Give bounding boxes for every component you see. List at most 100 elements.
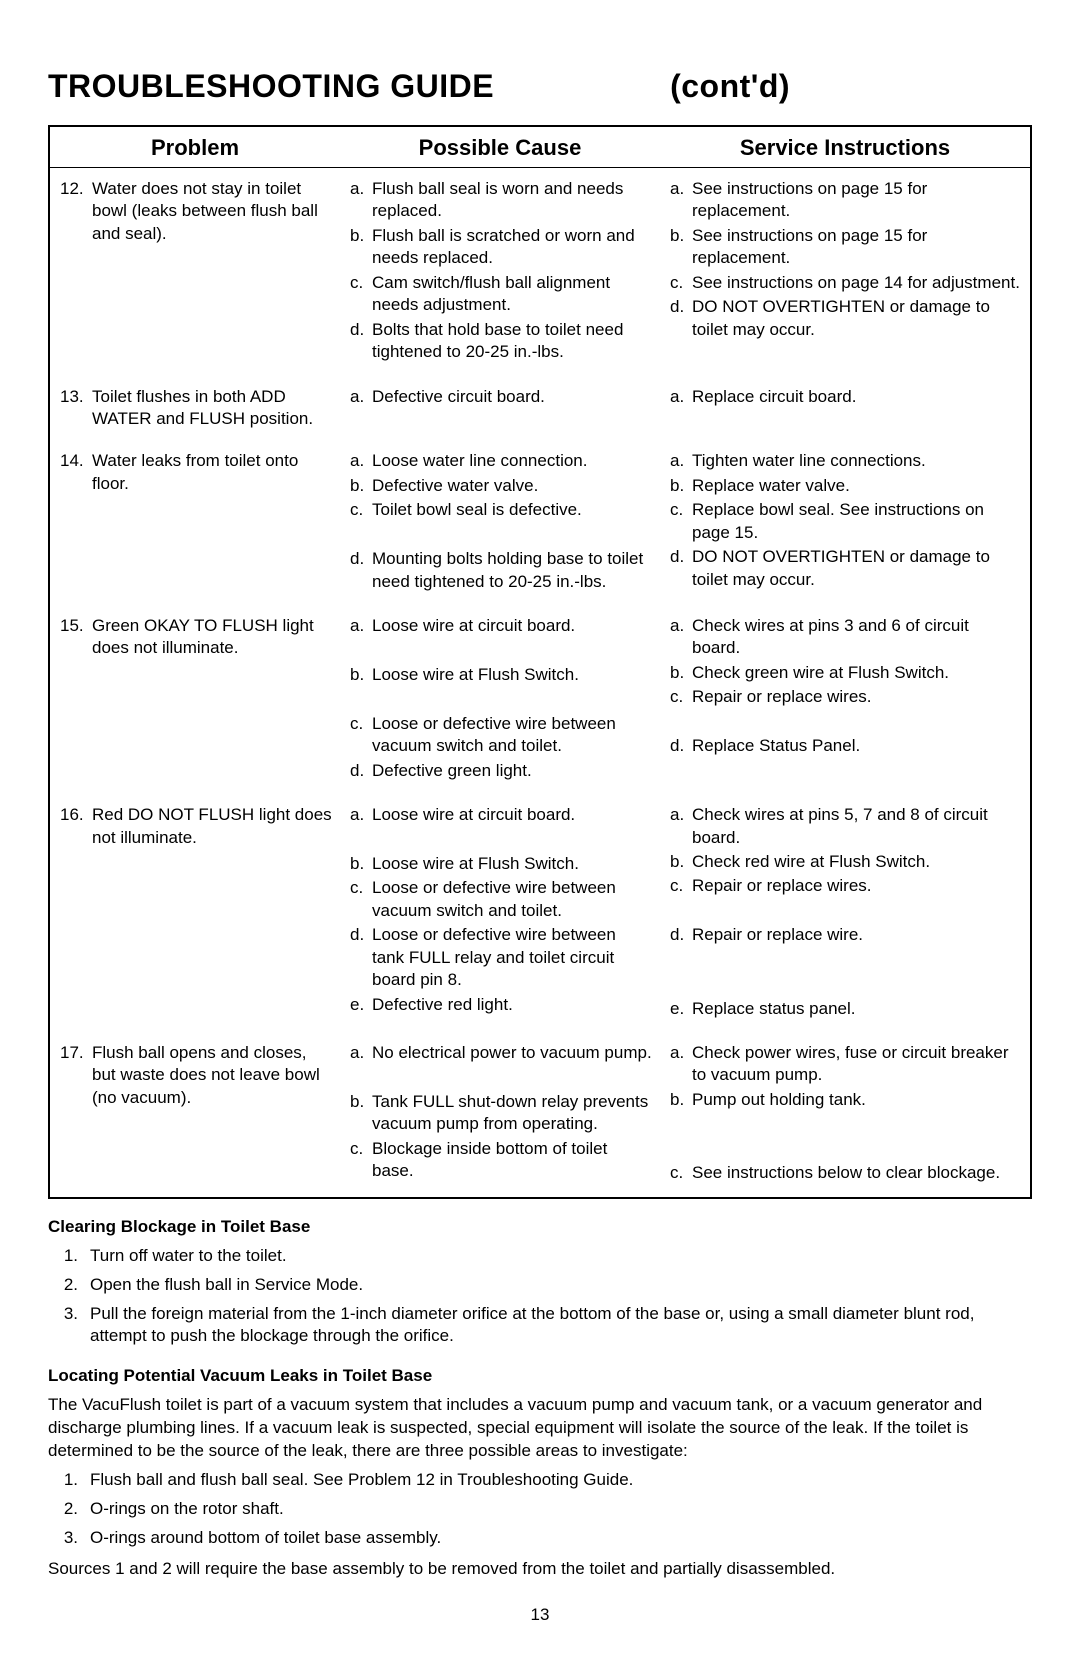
cause-text: Defective circuit board. (372, 386, 652, 408)
table-row: 17.Flush ball opens and closes, but wast… (50, 1032, 1030, 1197)
list-item-number: 2. (48, 1274, 90, 1297)
service-letter: a. (670, 178, 692, 223)
cause-text: Flush ball seal is worn and needs replac… (372, 178, 652, 223)
list-item: 2.Open the flush ball in Service Mode. (48, 1274, 1032, 1297)
cell-problem: 16.Red DO NOT FLUSH light does not illum… (50, 804, 340, 1022)
list-item-number: 3. (48, 1527, 90, 1550)
cause-text: Loose or defective wire between vacuum s… (372, 877, 652, 922)
cause-letter: a. (350, 450, 372, 472)
cause-letter: d. (350, 548, 372, 593)
cause-letter: b. (350, 1091, 372, 1136)
service-letter: d. (670, 296, 692, 341)
cause-letter: b. (350, 225, 372, 270)
service-text: Replace Status Panel. (692, 735, 1020, 757)
cell-problem: 15.Green OKAY TO FLUSH light does not il… (50, 615, 340, 784)
list-item: 2.O-rings on the rotor shaft. (48, 1498, 1032, 1521)
list-item-number: 3. (48, 1303, 90, 1349)
service-letter: c. (670, 875, 692, 897)
col-header-problem: Problem (50, 127, 340, 167)
problem-number: 15. (60, 615, 92, 660)
cause-letter: d. (350, 924, 372, 991)
service-text: Repair or replace wires. (692, 875, 1020, 897)
service-letter: b. (670, 475, 692, 497)
service-letter: b. (670, 851, 692, 873)
problem-number: 12. (60, 178, 92, 245)
cause-text: Mounting bolts holding base to toilet ne… (372, 548, 652, 593)
document-page: TROUBLESHOOTING GUIDE (cont'd) Problem P… (0, 0, 1080, 1669)
service-text: Tighten water line connections. (692, 450, 1020, 472)
cell-problem: 13.Toilet flushes in both ADD WATER and … (50, 386, 340, 431)
service-text: Repair or replace wires. (692, 686, 1020, 708)
cause-letter: c. (350, 713, 372, 758)
cell-cause: a.Loose water line connection.b.Defectiv… (340, 450, 660, 595)
list-item-number: 1. (48, 1469, 90, 1492)
service-text: See instructions below to clear blockage… (692, 1162, 1020, 1184)
service-text: DO NOT OVERTIGHTEN or damage to toilet m… (692, 546, 1020, 591)
cause-letter: b. (350, 475, 372, 497)
service-text: Replace water valve. (692, 475, 1020, 497)
page-header: TROUBLESHOOTING GUIDE (cont'd) (48, 68, 1032, 105)
cell-problem: 17.Flush ball opens and closes, but wast… (50, 1042, 340, 1187)
cause-letter: b. (350, 664, 372, 686)
problem-number: 14. (60, 450, 92, 495)
cell-service: a.See instructions on page 15 for replac… (660, 178, 1030, 366)
troubleshooting-table: Problem Possible Cause Service Instructi… (48, 125, 1032, 1199)
cause-letter: a. (350, 804, 372, 826)
cause-text: Toilet bowl seal is defective. (372, 499, 652, 521)
service-letter: a. (670, 386, 692, 408)
service-text: Pump out holding tank. (692, 1089, 1020, 1111)
service-text: Check wires at pins 3 and 6 of circuit b… (692, 615, 1020, 660)
service-letter: a. (670, 450, 692, 472)
service-letter: d. (670, 924, 692, 946)
col-header-service: Service Instructions (660, 127, 1030, 167)
cause-text: No electrical power to vacuum pump. (372, 1042, 652, 1064)
cause-letter: a. (350, 178, 372, 223)
cause-letter: e. (350, 994, 372, 1016)
service-letter: c. (670, 272, 692, 294)
service-text: Repair or replace wire. (692, 924, 1020, 946)
cause-text: Loose or defective wire between vacuum s… (372, 713, 652, 758)
service-text: Check power wires, fuse or circuit break… (692, 1042, 1020, 1087)
cell-cause: a.Defective circuit board. (340, 386, 660, 431)
cause-letter: c. (350, 272, 372, 317)
cause-text: Loose water line connection. (372, 450, 652, 472)
cause-text: Defective red light. (372, 994, 652, 1016)
service-text: DO NOT OVERTIGHTEN or damage to toilet m… (692, 296, 1020, 341)
cell-cause: a.Loose wire at circuit board. b.Loose w… (340, 804, 660, 1022)
service-letter: a. (670, 1042, 692, 1087)
table-row: 13.Toilet flushes in both ADD WATER and … (50, 376, 1030, 441)
service-letter: c. (670, 1162, 692, 1184)
problem-number: 16. (60, 804, 92, 849)
cell-service: a.Replace circuit board. (660, 386, 1030, 431)
service-letter: b. (670, 662, 692, 684)
service-text: Replace bowl seal. See instructions on p… (692, 499, 1020, 544)
cause-letter: c. (350, 877, 372, 922)
problem-text: Red DO NOT FLUSH light does not illumina… (92, 804, 332, 849)
list-item: 3.Pull the foreign material from the 1-i… (48, 1303, 1032, 1349)
cause-text: Cam switch/flush ball alignment needs ad… (372, 272, 652, 317)
cause-text: Loose wire at Flush Switch. (372, 853, 652, 875)
section-heading-clearing: Clearing Blockage in Toilet Base (48, 1217, 1032, 1237)
service-letter: a. (670, 804, 692, 849)
service-text: Check red wire at Flush Switch. (692, 851, 1020, 873)
service-letter: a. (670, 615, 692, 660)
cause-letter: c. (350, 1138, 372, 1183)
cell-service: a.Check power wires, fuse or circuit bre… (660, 1042, 1030, 1187)
locating-leaks-list: 1.Flush ball and flush ball seal. See Pr… (48, 1469, 1032, 1550)
cause-text: Tank FULL shut-down relay prevents vacuu… (372, 1091, 652, 1136)
list-item-text: O-rings on the rotor shaft. (90, 1498, 1032, 1521)
cause-letter: b. (350, 853, 372, 875)
cell-cause: a.No electrical power to vacuum pump. b.… (340, 1042, 660, 1187)
cause-text: Loose wire at circuit board. (372, 804, 652, 826)
table-row: 14.Water leaks from toilet onto floor.a.… (50, 440, 1030, 605)
table-row: 15.Green OKAY TO FLUSH light does not il… (50, 605, 1030, 794)
table-body: 12.Water does not stay in toilet bowl (l… (50, 168, 1030, 1197)
list-item-text: Open the flush ball in Service Mode. (90, 1274, 1032, 1297)
section-heading-locating: Locating Potential Vacuum Leaks in Toile… (48, 1366, 1032, 1386)
list-item-number: 1. (48, 1245, 90, 1268)
cause-letter: c. (350, 499, 372, 521)
list-item-text: Pull the foreign material from the 1-inc… (90, 1303, 1032, 1349)
cause-letter: d. (350, 319, 372, 364)
page-number: 13 (0, 1605, 1080, 1625)
list-item-text: Flush ball and flush ball seal. See Prob… (90, 1469, 1032, 1492)
